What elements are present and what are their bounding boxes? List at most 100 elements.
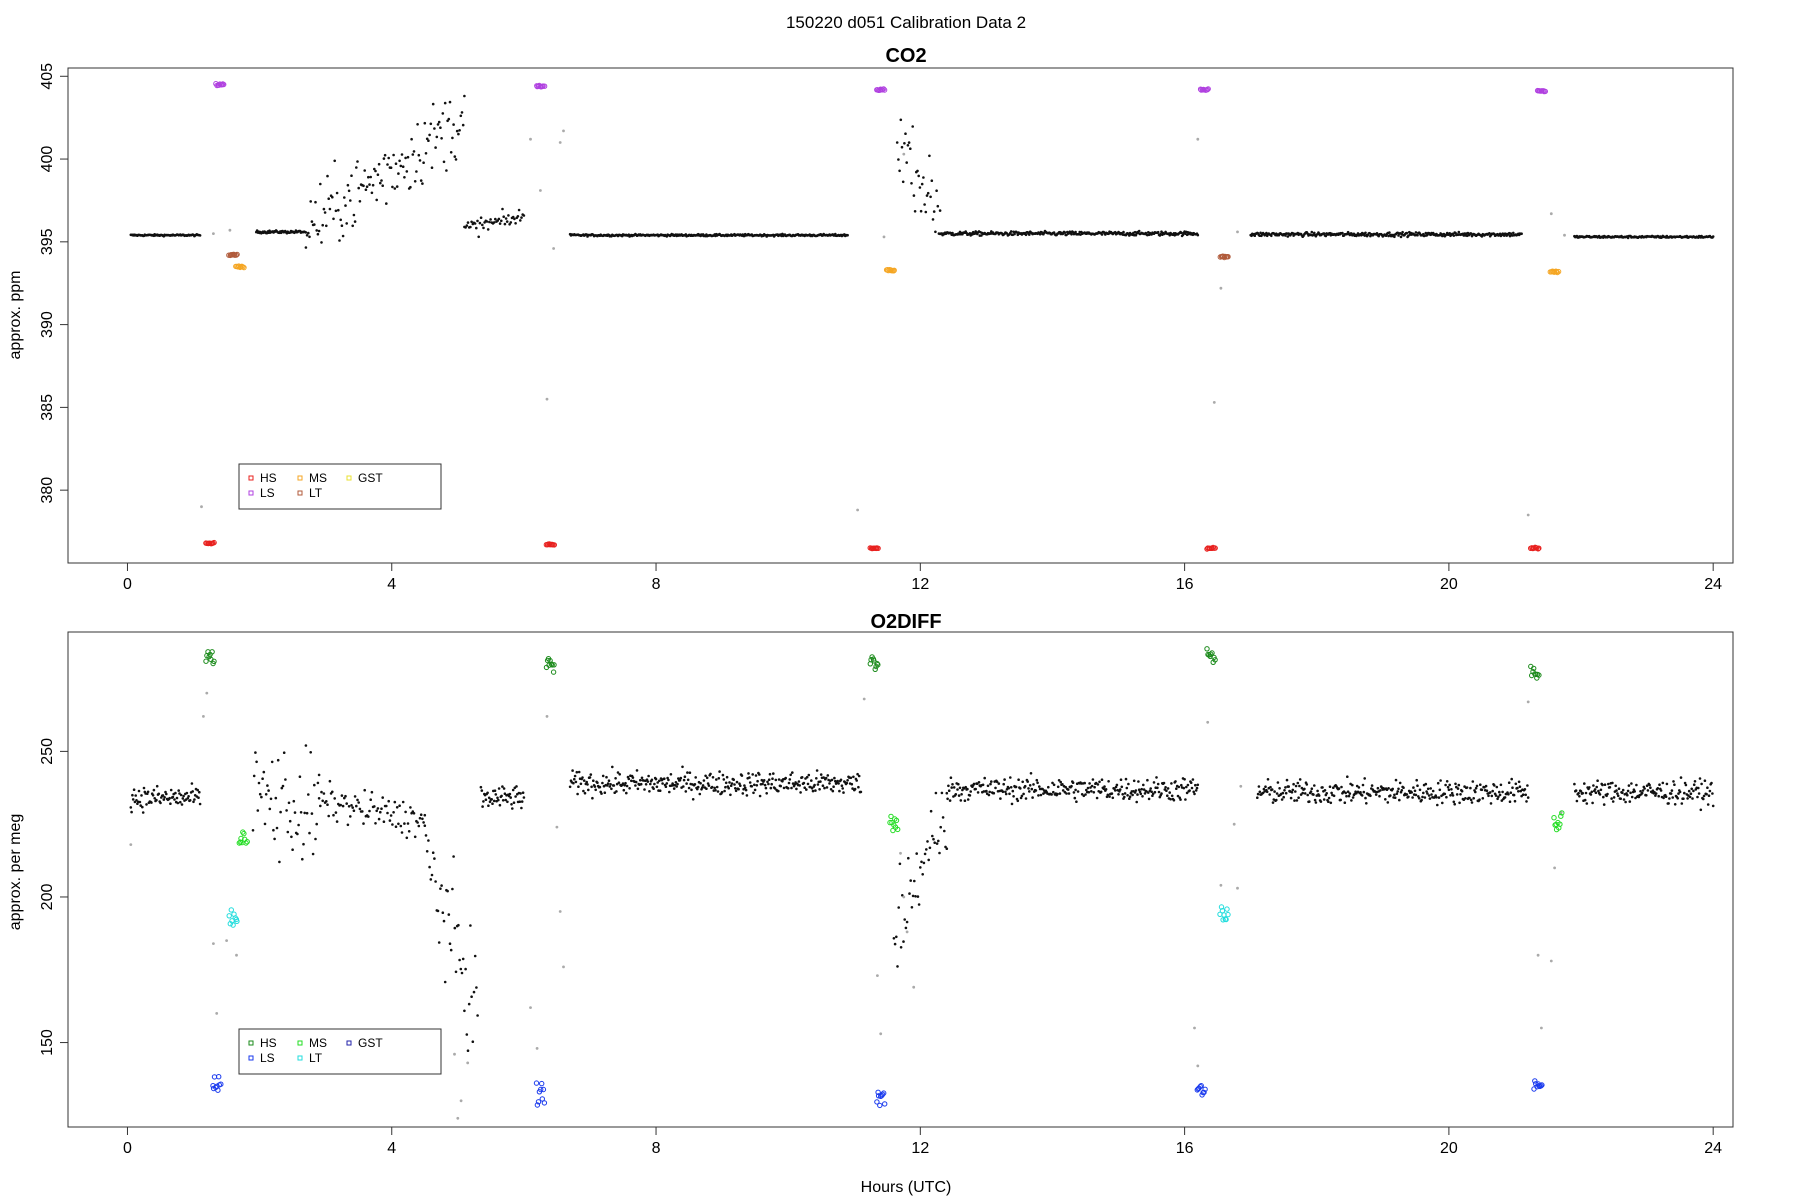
co2-ambient-point	[383, 153, 387, 157]
o2diff-ambient-point	[162, 798, 166, 801]
o2diff-ambient-point	[1621, 791, 1624, 795]
o2diff-ambient-point	[1019, 796, 1023, 800]
o2diff-ambient-point	[679, 776, 683, 780]
o2diff-ambient-point	[1420, 798, 1423, 802]
o2diff-ambient-point	[440, 884, 443, 887]
o2diff-ambient-point	[1510, 777, 1513, 781]
o2diff-ambient-point	[1029, 772, 1033, 775]
o2diff-ambient-point	[852, 775, 855, 779]
o2diff-ambient-point	[818, 788, 821, 791]
co2-ambient-point	[374, 169, 377, 173]
o2diff-ambient-point	[522, 796, 526, 799]
o2diff-ms-point	[236, 840, 243, 846]
o2diff-ls-point	[535, 1099, 542, 1105]
o2diff-ambient-point	[797, 780, 801, 783]
o2diff-ambient-point	[1633, 790, 1636, 793]
co2-ambient-point	[395, 185, 399, 188]
o2diff-ambient-point	[1628, 800, 1632, 803]
co2-transition-point	[552, 247, 555, 250]
o2diff-ambient-point	[654, 777, 658, 781]
o2diff-ambient-point	[944, 845, 947, 849]
o2diff-ambient-point	[1176, 794, 1180, 798]
o2diff-ambient-point	[636, 787, 640, 791]
o2diff-ambient-point	[363, 788, 367, 792]
o2diff-ambient-point	[752, 791, 755, 795]
o2diff-ambient-point	[1290, 791, 1294, 794]
o2diff-ambient-point	[302, 842, 305, 846]
o2diff-ambient-point	[582, 789, 585, 793]
o2diff-ambient-point	[347, 805, 351, 808]
o2diff-ambient-point	[1030, 787, 1034, 791]
o2diff-ambient-point	[141, 805, 144, 809]
o2diff-ambient-point	[586, 783, 589, 786]
o2diff-ambient-point	[134, 794, 137, 797]
co2-ambient-point	[362, 184, 365, 188]
o2diff-ambient-point	[607, 779, 611, 782]
o2diff-ambient-point	[715, 778, 718, 781]
o2diff-ambient-point	[1498, 793, 1502, 797]
o2diff-ambient-point	[911, 894, 915, 898]
o2diff-ambient-point	[284, 778, 287, 781]
o2diff-ambient-point	[1007, 786, 1010, 790]
co2-y-tick-label: 390	[39, 311, 56, 338]
o2diff-ambient-point	[740, 774, 744, 777]
o2diff-ambient-point	[292, 799, 296, 803]
co2-ambient-point	[1448, 232, 1451, 235]
o2diff-hs-point	[1208, 651, 1214, 657]
o2diff-ambient-point	[131, 798, 135, 801]
o2diff-ambient-point	[1306, 793, 1309, 797]
o2diff-ambient-point	[1365, 802, 1368, 805]
o2diff-ambient-point	[174, 791, 177, 795]
o2diff-ambient-point	[398, 804, 401, 807]
o2diff-ambient-point	[748, 781, 752, 784]
co2-legend-gst-swatch	[346, 475, 352, 481]
co2-ambient-point	[343, 196, 346, 199]
o2diff-ambient-point	[738, 782, 741, 785]
co2-transition-point	[1236, 230, 1239, 234]
co2-transition-point	[562, 129, 565, 133]
o2diff-ambient-point	[439, 887, 442, 890]
o2diff-ambient-point	[352, 809, 356, 812]
o2diff-transition-point	[1559, 811, 1563, 814]
o2diff-ambient-point	[1125, 786, 1129, 790]
o2diff-ambient-point	[669, 773, 673, 776]
o2diff-ambient-point	[1332, 794, 1336, 798]
o2diff-ambient-point	[611, 765, 614, 769]
o2diff-ambient-point	[1297, 796, 1300, 799]
o2diff-ambient-point	[187, 795, 190, 798]
o2diff-ambient-point	[753, 783, 756, 787]
o2diff-ambient-point	[1608, 786, 1612, 789]
o2diff-ambient-point	[393, 800, 397, 804]
o2diff-ambient-point	[987, 793, 991, 797]
o2diff-ambient-point	[274, 796, 278, 800]
o2diff-ambient-point	[954, 793, 958, 796]
o2diff-ambient-point	[1425, 790, 1428, 793]
o2diff-ambient-point	[850, 782, 854, 786]
o2diff-ambient-point	[1711, 792, 1714, 795]
o2diff-lt-point	[1225, 911, 1231, 918]
co2-ambient-point	[367, 175, 370, 179]
o2diff-ambient-point	[734, 787, 737, 790]
o2diff-ambient-point	[1052, 790, 1055, 794]
o2diff-ambient-point	[1275, 792, 1279, 795]
o2diff-ambient-point	[710, 785, 714, 789]
co2-ambient-point	[433, 127, 436, 130]
o2diff-ambient-point	[959, 799, 963, 802]
o2diff-ambient-point	[1394, 778, 1398, 782]
o2diff-transition-point	[1526, 700, 1530, 704]
o2diff-ambient-point	[723, 789, 726, 793]
o2diff-ambient-point	[1327, 800, 1330, 803]
co2-ambient-point	[315, 229, 319, 232]
o2diff-lt-point	[234, 918, 240, 924]
co2-ambient-point	[449, 151, 453, 154]
co2-ambient-point	[938, 209, 942, 212]
o2diff-ambient-point	[1635, 783, 1638, 787]
o2diff-ambient-point	[940, 791, 944, 795]
o2diff-ambient-point	[1526, 796, 1530, 799]
o2diff-ambient-point	[1405, 793, 1409, 796]
o2diff-ambient-point	[369, 798, 373, 801]
o2diff-ambient-point	[280, 786, 284, 790]
o2diff-transition-point	[876, 974, 879, 977]
o2diff-transition-point	[1193, 1026, 1196, 1030]
o2diff-ambient-point	[1359, 791, 1362, 794]
